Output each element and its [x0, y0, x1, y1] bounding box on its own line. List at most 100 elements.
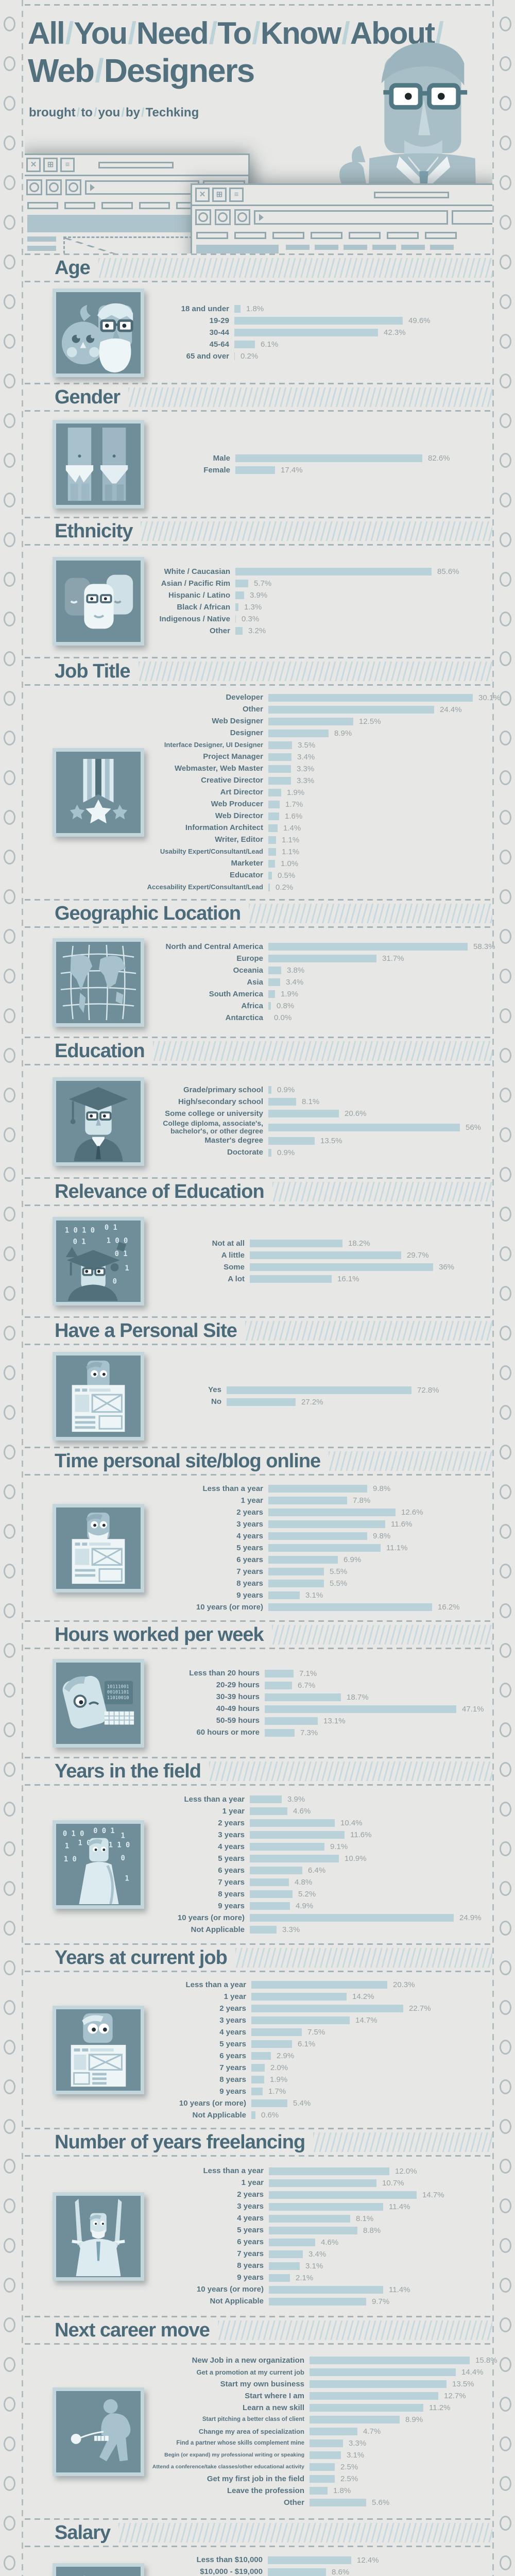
bar-value: 3.1%: [305, 1591, 323, 1600]
section-title-row: Gender: [25, 384, 492, 410]
punch-hole: [500, 969, 511, 984]
chart-row: Get my first job in the field 2.5%: [144, 2473, 492, 2485]
bar-value: 1.1%: [282, 847, 300, 856]
bar-chart: Not at all 18.2% A little 29.7% Some 36% A lot…: [144, 1238, 492, 1285]
chart-row: Interface Designer, UI Designer 3.5%: [144, 739, 492, 751]
section-title-row: Job Title: [25, 658, 492, 684]
bar-label: 20-29 hours: [216, 1681, 260, 1690]
section-body: Less than a year 12.0% 1 year 10.7% 2 years 1…: [25, 2157, 492, 2316]
section-title: Geographic Location: [55, 902, 241, 924]
bar-value: 5.6%: [372, 2498, 390, 2507]
bar: [269, 2297, 366, 2306]
chart-row: Start where I am 12.7%: [144, 2390, 492, 2402]
punch-hole: [500, 1167, 511, 1182]
bar-label: 60 hours or more: [196, 1728, 260, 1737]
bar-label: Marketer: [231, 859, 263, 868]
bar: [251, 2099, 287, 2107]
bar: [268, 1556, 338, 1564]
bar: [269, 2191, 417, 2199]
punch-hole: [500, 929, 511, 944]
bar-label: Some: [224, 1262, 245, 1272]
bar-label: 3 years: [219, 2015, 246, 2025]
bar-value: 1.1%: [282, 835, 300, 844]
svg-text:0: 0: [113, 1277, 117, 1285]
slash-separator: /: [341, 16, 350, 50]
bar-value: 42.3%: [384, 328, 406, 337]
bar-value: 14.7%: [355, 2016, 377, 2025]
bar: [268, 729, 329, 737]
punch-hole: [500, 255, 511, 269]
punch-hole: [500, 850, 511, 865]
bar-value: 16.1%: [337, 1275, 359, 1283]
punch-hole: [4, 770, 15, 785]
slash-separator: /: [65, 16, 74, 50]
bar: [268, 1137, 315, 1145]
bar-label: 8 years: [237, 2261, 264, 2270]
punch-hole: [500, 2436, 511, 2451]
bar-label: Start where I am: [245, 2391, 304, 2400]
hatch-pattern: [271, 1625, 492, 1645]
bar-label: 3 years: [236, 1519, 263, 1529]
maximize-icon: ⊞: [43, 158, 58, 172]
slash-separator: /: [209, 16, 218, 50]
bar-label: Antarctica: [225, 1013, 263, 1022]
punch-hole: [4, 1088, 15, 1103]
chart-row: Africa 0.8%: [144, 1000, 492, 1012]
bar: [310, 2392, 438, 2400]
bar-label: Accesability Expert/Consultant/Lead: [147, 883, 263, 891]
bar-label: $10,000 - $19,000: [200, 2567, 263, 2576]
section-title: Have a Personal Site: [55, 1319, 237, 1342]
section-salary: Salary 00010101 00101010 11010101 111011…: [25, 2518, 492, 2576]
chart-row: 5 years 8.8%: [144, 2225, 492, 2236]
section-title-row: Time personal site/blog online: [25, 1448, 492, 1474]
section-title: Years at current job: [55, 1946, 228, 1969]
chart-row: Not Applicable 9.7%: [144, 2296, 492, 2308]
svg-text:1 0 0: 1 0 0: [107, 1236, 128, 1245]
bar: [265, 1681, 292, 1689]
bar: [269, 2179, 376, 2187]
section-body: 00010101 00101010 11010101 11101111 €¥$£…: [25, 2547, 492, 2576]
section-separator: [25, 1757, 492, 1758]
bar-label: 40-49 hours: [216, 1704, 260, 1714]
punch-hole: [4, 175, 15, 190]
section-separator: [25, 1620, 492, 1622]
svg-text:1 0 1 0: 1 0 1 0: [65, 1227, 95, 1235]
bar-value: 11.1%: [386, 1544, 408, 1552]
punch-hole: [500, 1246, 511, 1261]
punch-hole: [500, 493, 511, 507]
bar-value: 72.8%: [417, 1385, 439, 1395]
section-body: Developer 30.1% Other 24.4% Web Designer 12.5…: [25, 686, 501, 899]
bar-label: A lot: [228, 1274, 245, 1283]
punch-hole: [4, 1365, 15, 1380]
punch-hole: [500, 2079, 511, 2094]
bar-label: 45-64: [209, 340, 229, 349]
hatch-pattern: [118, 2523, 492, 2543]
section-job-title: Job Title Developer 30.1% Other 24.4% Web De…: [25, 657, 501, 899]
bar: [268, 1123, 460, 1131]
job-title-icon: [70, 758, 128, 824]
punch-hole: [500, 2317, 511, 2332]
slash-separator: /: [94, 52, 104, 89]
bar-chart: Less than a year 3.9% 1 year 4.6% 2 years 10.…: [144, 1793, 492, 1936]
punch-hole: [500, 453, 511, 468]
bar-chart: Less than 20 hours 7.1% 20-29 hours 6.7% 30-…: [144, 1668, 492, 1739]
punch-hole: [500, 2397, 511, 2412]
bar-value: 4.9%: [296, 1902, 314, 1910]
bar: [268, 1002, 271, 1010]
maximize-icon: ⊞: [212, 188, 227, 202]
bar-label: 7 years: [237, 2249, 264, 2259]
bar-value: 2.5%: [340, 2463, 358, 2471]
bar: [268, 883, 270, 891]
svg-text:0 0 1: 0 0 1: [93, 1827, 115, 1835]
bar-label: Creative Director: [201, 776, 263, 785]
bar-label: 7 years: [218, 1877, 245, 1887]
bar-label: Other: [209, 626, 230, 635]
section-ethnicity: Ethnicity White / Caucasian 85.6% Asian / …: [25, 517, 492, 657]
section-separator: [25, 2546, 492, 2547]
punch-hole: [500, 1048, 511, 1063]
punch-hole: [500, 2555, 511, 2570]
job-title-icon-tile: [53, 748, 144, 837]
chart-row: College diploma, associate's, bachelor's…: [144, 1120, 492, 1135]
career-icon-tile: [53, 2387, 144, 2476]
bar: [268, 1485, 367, 1493]
